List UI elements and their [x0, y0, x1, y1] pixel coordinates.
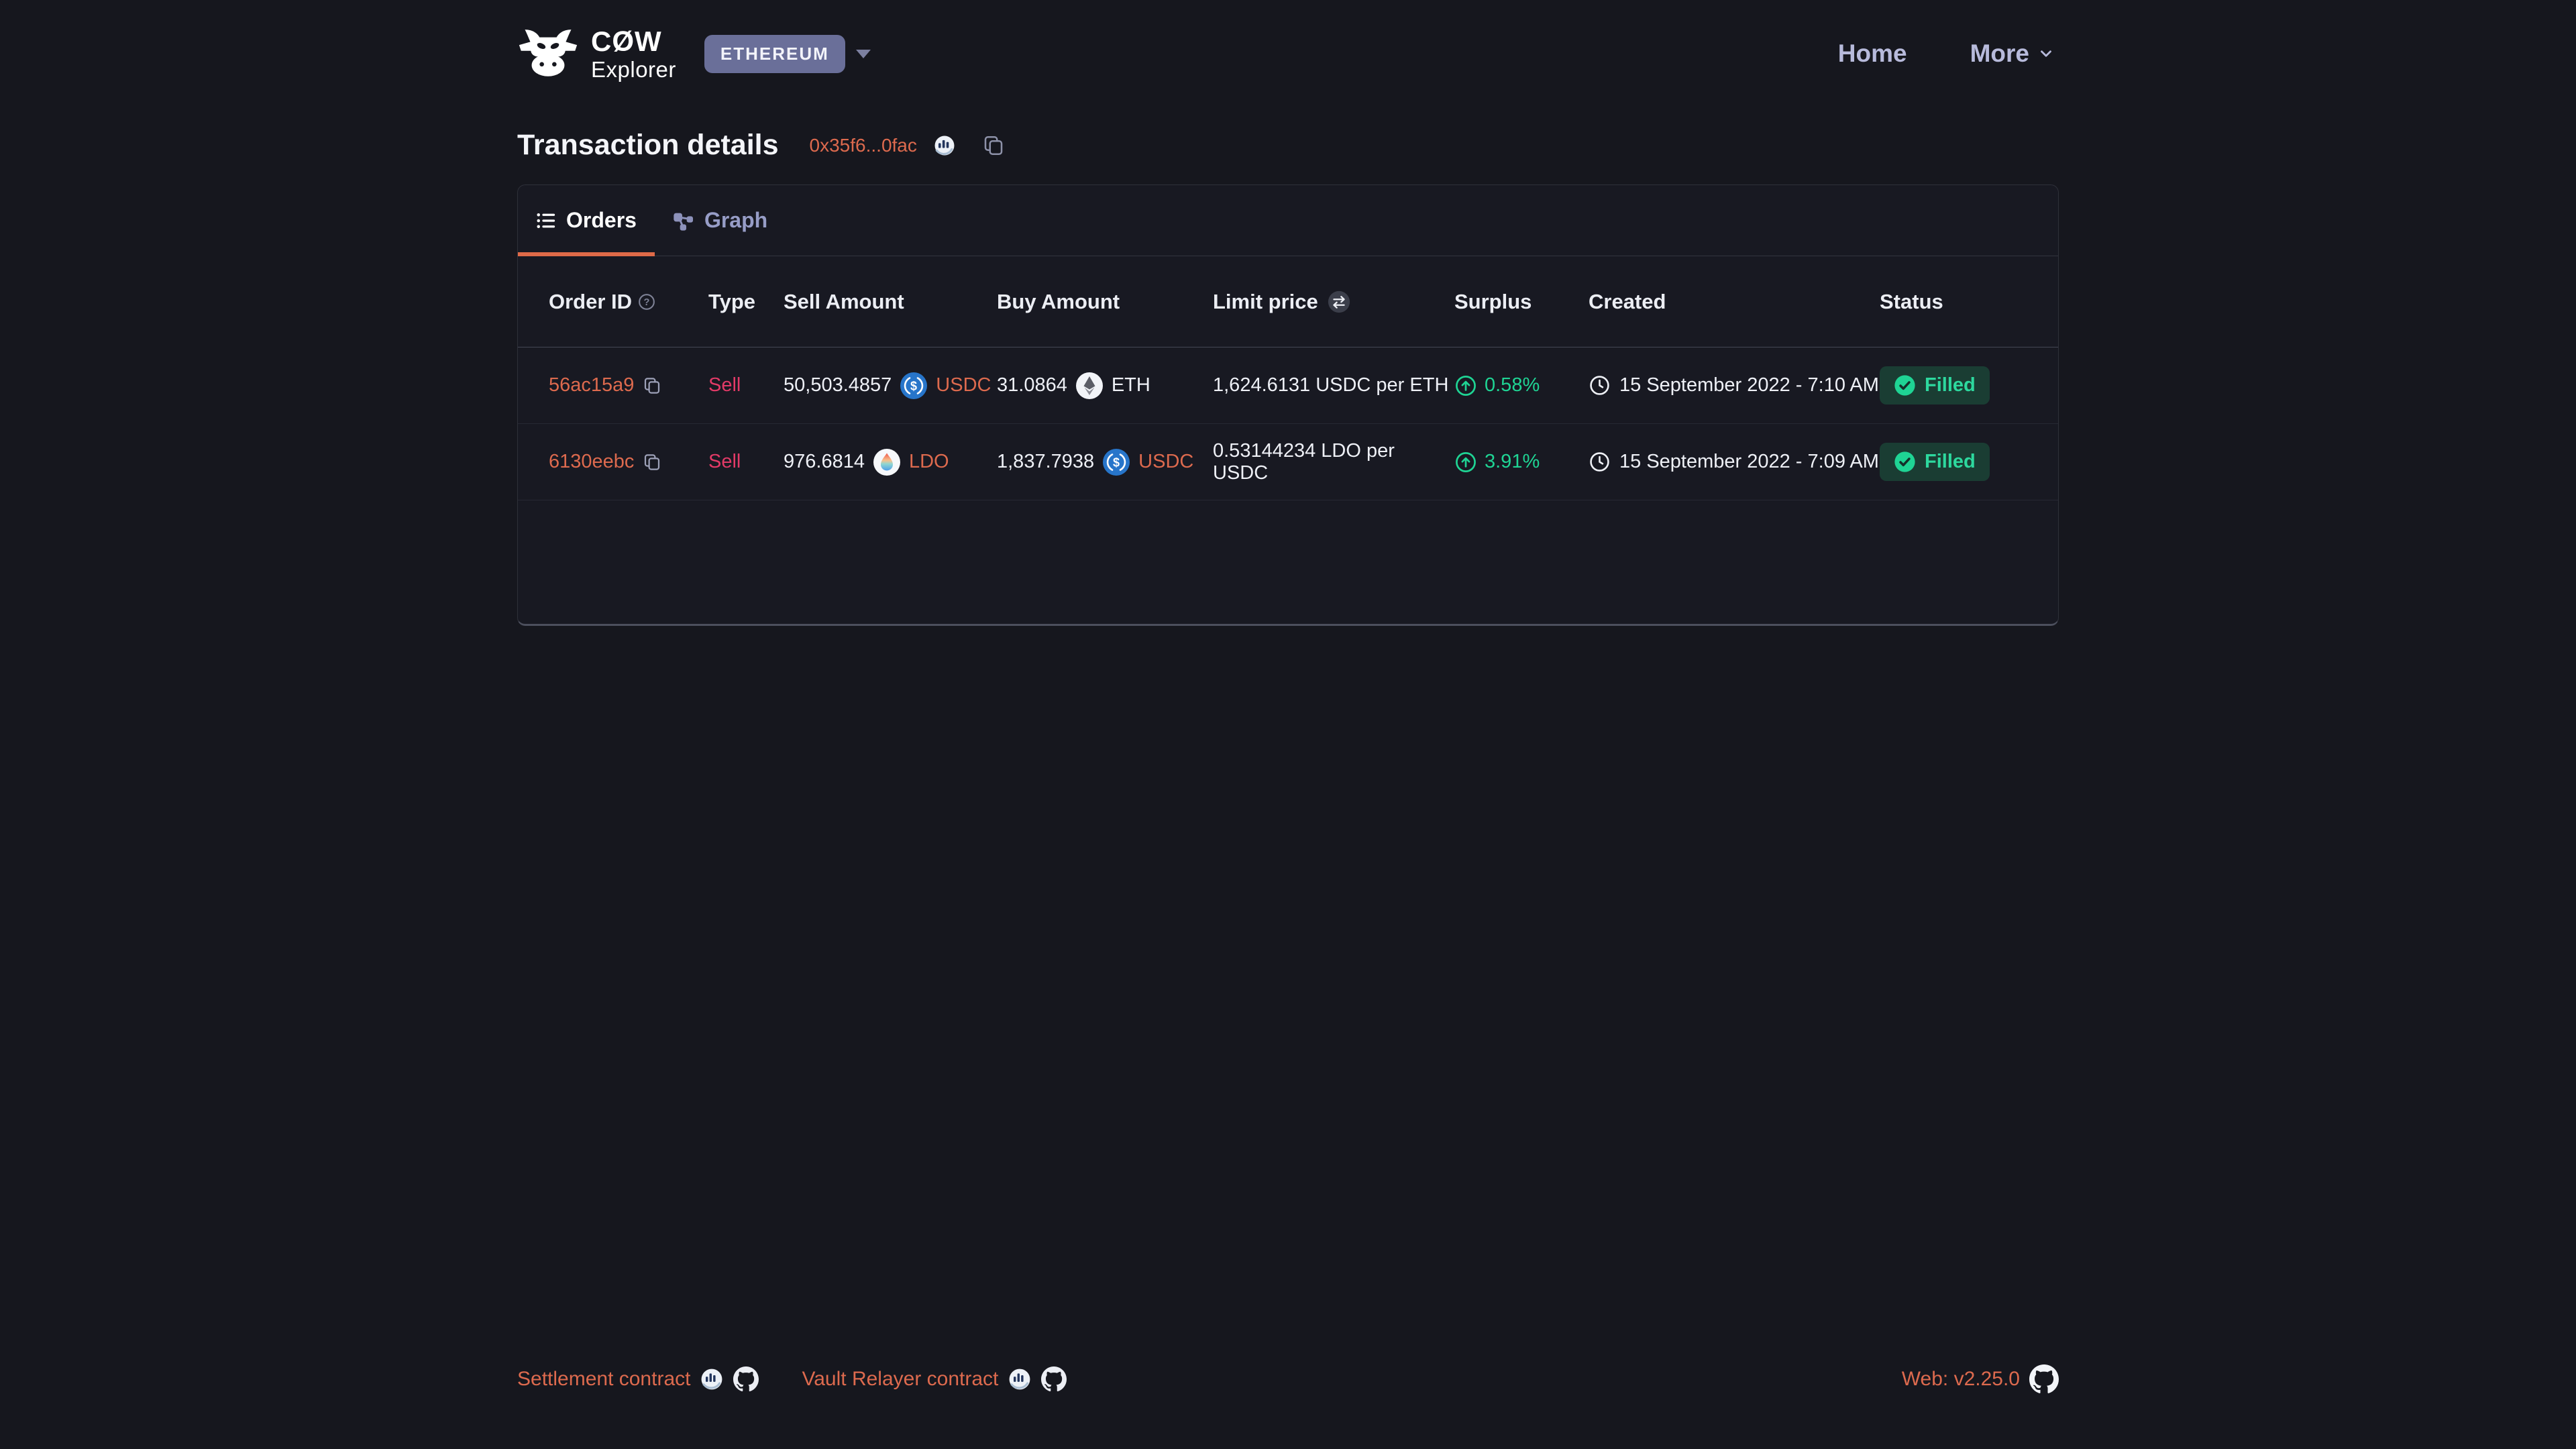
svg-text:?: ?	[644, 297, 650, 308]
col-sell-amount: Sell Amount	[784, 289, 904, 313]
orders-card: Orders Graph Order ID ? Ty	[517, 184, 2059, 626]
created-value: 15 September 2022 - 7:10 AM	[1589, 374, 1880, 396]
token-link[interactable]: USDC	[936, 374, 991, 396]
eth-icon	[1075, 372, 1103, 399]
etherscan-link[interactable]	[1008, 1367, 1032, 1391]
buy-amount: 31.0864	[997, 374, 1067, 396]
order-id-link[interactable]: 6130eebc	[549, 451, 635, 472]
limit-price: 1,624.6131 USDC per ETH	[1213, 374, 1449, 396]
col-limit-price: Limit price	[1213, 289, 1318, 313]
arrow-up-circle-icon	[1456, 451, 1476, 472]
col-created: Created	[1589, 289, 1666, 313]
etherscan-link[interactable]	[700, 1367, 724, 1391]
etherscan-icon	[702, 1368, 722, 1390]
tab-orders-label: Orders	[566, 208, 637, 232]
settlement-contract-link[interactable]: Settlement contract	[517, 1368, 691, 1390]
status-badge: Filled	[1880, 366, 1990, 405]
status-label: Filled	[1925, 374, 1976, 396]
github-icon	[2029, 1364, 2059, 1393]
github-icon	[1041, 1366, 1067, 1392]
chevron-down-icon	[2041, 50, 2051, 57]
created-value: 15 September 2022 - 7:09 AM	[1589, 451, 1880, 473]
github-link[interactable]	[1041, 1366, 1067, 1392]
token-link[interactable]: USDC	[1138, 451, 1194, 472]
col-surplus: Surplus	[1454, 289, 1532, 313]
table-header: Order ID ? Type Sell Amount Buy Amount L…	[518, 256, 2058, 347]
status-label: Filled	[1925, 451, 1976, 472]
arrow-up-circle-icon	[1456, 375, 1476, 396]
order-id-link[interactable]: 56ac15a9	[549, 374, 635, 396]
limit-price: 0.53144234 LDO per USDC	[1213, 439, 1395, 484]
brand-logo[interactable]: CØW Explorer	[517, 25, 676, 82]
top-bar: CØW Explorer ETHEREUM Home More	[517, 0, 2059, 87]
etherscan-icon	[934, 136, 955, 155]
created-date: 15 September 2022 - 7:10 AM	[1619, 374, 1879, 396]
clock-icon	[1590, 452, 1609, 472]
svg-text:$: $	[1113, 455, 1120, 469]
col-type: Type	[708, 289, 756, 313]
ldo-icon	[873, 448, 900, 476]
status-badge: Filled	[1880, 443, 1990, 481]
token-label: ETH	[1111, 374, 1150, 396]
main-nav: Home More	[1838, 40, 2059, 68]
main-content: Transaction details 0x35f6...0fac	[517, 129, 2059, 626]
table-row: 6130eebc Sell 976.6814	[518, 424, 2058, 500]
copy-tx-button[interactable]	[981, 133, 1006, 158]
nav-more-label: More	[1970, 40, 2029, 67]
web-version-link[interactable]: Web: v2.25.0	[1901, 1368, 2020, 1390]
created-date: 15 September 2022 - 7:09 AM	[1619, 451, 1879, 472]
token-link[interactable]: LDO	[908, 451, 949, 472]
github-link[interactable]	[733, 1366, 759, 1392]
sell-amount: 976.6814	[784, 451, 865, 472]
footer: Settlement contract Vault Relayer contra…	[517, 1364, 2059, 1394]
question-circle-icon[interactable]: ?	[637, 292, 656, 311]
tab-orders[interactable]: Orders	[518, 185, 655, 256]
buy-amount: 1,837.7938	[997, 451, 1095, 472]
copy-icon[interactable]	[642, 452, 662, 472]
github-link[interactable]	[2029, 1364, 2059, 1394]
network-badge: ETHEREUM	[704, 34, 845, 73]
surplus-percent: 0.58%	[1485, 374, 1540, 396]
col-buy-amount: Buy Amount	[997, 289, 1120, 313]
list-icon	[537, 213, 555, 228]
usdc-icon: $	[900, 372, 928, 399]
svg-text:$: $	[910, 379, 917, 392]
copy-icon	[984, 136, 1003, 155]
network-selector[interactable]: ETHEREUM	[704, 34, 871, 73]
chevron-down-icon	[855, 49, 871, 58]
surplus-value: 3.91%	[1454, 451, 1589, 474]
vault-relayer-contract-link[interactable]: Vault Relayer contract	[802, 1368, 999, 1390]
graph-nodes-icon	[674, 213, 693, 231]
col-status: Status	[1880, 289, 1943, 313]
nav-home[interactable]: Home	[1837, 40, 1907, 67]
tab-bar: Orders Graph	[518, 185, 2058, 256]
clock-icon	[1590, 376, 1609, 395]
brand-subtitle: Explorer	[591, 56, 676, 82]
order-type: Sell	[708, 451, 741, 472]
tab-graph-label: Graph	[704, 208, 768, 232]
etherscan-icon	[1009, 1368, 1030, 1390]
nav-more[interactable]: More	[1970, 40, 2055, 68]
copy-icon[interactable]	[642, 376, 662, 396]
usdc-icon: $	[1103, 448, 1130, 476]
surplus-value: 0.58%	[1454, 374, 1589, 397]
swap-arrows-icon[interactable]	[1327, 290, 1351, 314]
table-row: 56ac15a9 Sell 50,503.4857 $ USDC	[518, 347, 2058, 424]
cow-logo-icon	[519, 30, 578, 76]
check-circle-icon	[1894, 375, 1915, 396]
surplus-percent: 3.91%	[1485, 451, 1540, 472]
tx-hash-link[interactable]: 0x35f6...0fac	[809, 134, 917, 156]
page-title: Transaction details	[517, 129, 779, 161]
etherscan-link[interactable]	[932, 133, 957, 158]
tab-graph[interactable]: Graph	[655, 185, 786, 256]
title-row: Transaction details 0x35f6...0fac	[517, 129, 2059, 162]
order-type: Sell	[708, 374, 741, 396]
brand-wordmark: CØW	[591, 25, 662, 57]
sell-amount: 50,503.4857	[784, 374, 892, 396]
check-circle-icon	[1894, 451, 1915, 472]
github-icon	[733, 1366, 759, 1392]
col-order-id: Order ID	[549, 289, 633, 313]
